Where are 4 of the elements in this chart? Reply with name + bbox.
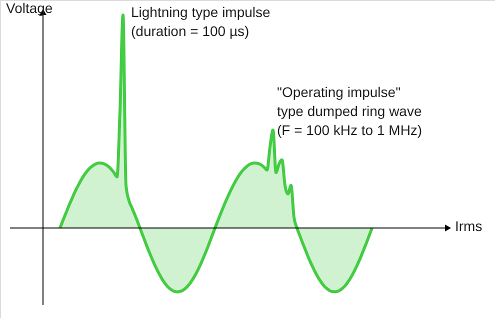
- annotation: "Operating impulse" type dumped ring wave (F = 100 kHz to 1 MHz): [277, 84, 422, 138]
- annotation: Lightning type impulse (duration = 100 µs): [131, 4, 271, 39]
- y-axis-title: Voltage: [6, 0, 53, 16]
- text: Irms: [455, 218, 482, 234]
